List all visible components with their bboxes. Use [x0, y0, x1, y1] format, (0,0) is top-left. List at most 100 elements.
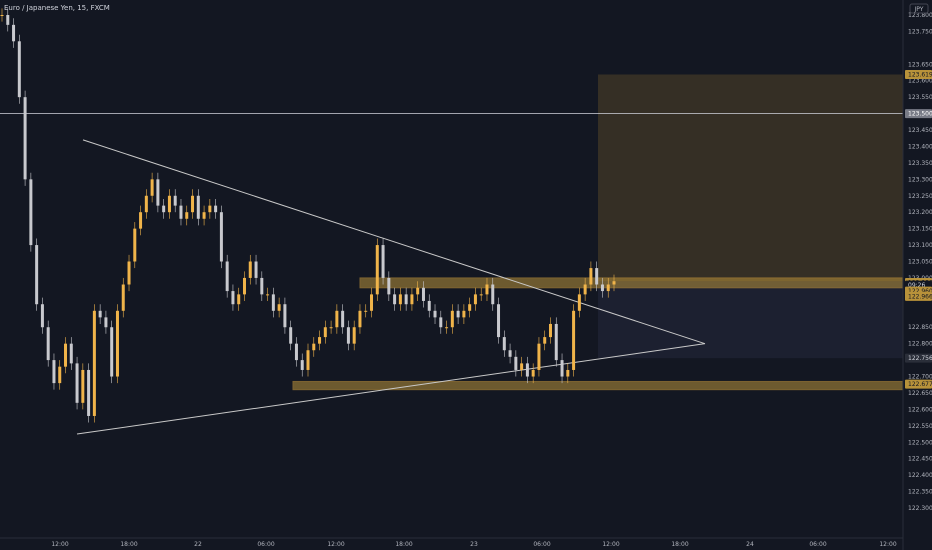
candle-body [370, 294, 374, 311]
y-tick-label: 123.100 [908, 242, 932, 249]
candle-body [329, 327, 333, 329]
x-tick-label: 12:00 [879, 541, 896, 548]
candle-body [531, 369, 535, 377]
candle-body [300, 360, 304, 370]
candle-body [398, 294, 402, 305]
currency-badge-label: JPY [914, 6, 924, 13]
y-tick-label: 122.450 [908, 456, 932, 463]
y-tick-label: 123.400 [908, 143, 932, 150]
candle-body [387, 277, 391, 295]
y-tick-label: 123.150 [908, 226, 932, 233]
candle-body [473, 294, 477, 305]
price-label-text: 122.966 [908, 293, 932, 300]
candle-body [202, 212, 206, 219]
candle-body [306, 350, 310, 370]
y-tick-label: 122.400 [908, 472, 932, 479]
candle-body [277, 304, 281, 311]
candle-body [404, 294, 408, 305]
candle-body [242, 277, 246, 295]
candle-body [92, 310, 96, 416]
candle-body [462, 310, 466, 318]
x-tick-label: 06:00 [257, 541, 274, 548]
candle-body [35, 245, 39, 305]
price-axis [903, 0, 932, 550]
target-box [598, 74, 903, 282]
candle-body [548, 323, 552, 338]
candle-body [185, 212, 189, 219]
candle-body [600, 284, 604, 292]
x-tick-label: 12:00 [51, 541, 68, 548]
candle-body [358, 310, 362, 328]
candle-body [566, 369, 570, 377]
y-tick-label: 123.550 [908, 94, 932, 101]
candle-body [0, 15, 4, 16]
candle-body [144, 195, 148, 213]
candle-body [283, 304, 287, 328]
price-label-badge [905, 379, 932, 389]
y-tick-label: 123.800 [908, 12, 932, 19]
candle-body [254, 261, 258, 278]
candle-body [479, 294, 483, 296]
candle-body [121, 284, 125, 311]
lower-trendline [76, 343, 706, 435]
stop-box [598, 281, 903, 359]
candle-body [393, 294, 397, 305]
candle-body [87, 369, 91, 416]
y-tick-label: 123.200 [908, 209, 932, 216]
price-label-text: 123.619 [908, 71, 932, 78]
candle-body [115, 310, 119, 377]
candle-body [191, 195, 195, 213]
y-tick-label: 122.550 [908, 423, 932, 430]
candle-body [196, 195, 200, 219]
y-tick-label: 123.250 [908, 193, 932, 200]
candle-body [294, 343, 298, 361]
candle-body [289, 327, 293, 344]
y-tick-label: 123.650 [908, 61, 932, 68]
price-label-text: 122.756 [908, 355, 932, 362]
y-tick-label: 123.750 [908, 28, 932, 35]
candle-body [173, 195, 177, 206]
x-tick-label: 18:00 [671, 541, 688, 548]
candle-body [341, 310, 345, 328]
candle-body [421, 287, 425, 301]
candle-body [335, 310, 339, 328]
candle-body [98, 310, 102, 318]
x-tick-label: 06:00 [533, 541, 550, 548]
price-label-text: 122.677 [908, 381, 932, 388]
candle-body [577, 294, 581, 311]
y-tick-label: 122.300 [908, 505, 932, 512]
candle-body [450, 310, 454, 328]
candle-body [17, 41, 21, 98]
candle-body [514, 356, 518, 370]
candle-body [312, 343, 316, 351]
price-label-text: 122.960 [908, 288, 932, 295]
candle-body [139, 212, 143, 229]
candle-body [375, 245, 379, 295]
x-tick-label: 06:00 [809, 541, 826, 548]
candle-body [346, 327, 350, 344]
y-tick-label: 122.650 [908, 390, 932, 397]
candle-body [23, 97, 27, 180]
y-tick-label: 123.300 [908, 176, 932, 183]
x-tick-label: 22 [194, 541, 202, 548]
candle-body [410, 294, 414, 305]
price-label-badge [905, 109, 932, 119]
candle-body [271, 294, 275, 311]
y-tick-label: 123.600 [908, 78, 932, 85]
candle-body [572, 310, 576, 370]
candle-body [560, 360, 564, 377]
candle-body [64, 343, 68, 367]
candle-body [583, 284, 587, 295]
candle-body [6, 15, 10, 25]
candle-body [554, 323, 558, 361]
candle-body [595, 268, 599, 285]
candle-body [266, 294, 270, 296]
candle-body [433, 310, 437, 318]
y-tick-label: 123.350 [908, 160, 932, 167]
candle-body [12, 24, 16, 42]
candle-body [104, 317, 108, 328]
candle-body [445, 327, 449, 329]
candle-body [323, 327, 327, 338]
candle-body [231, 291, 235, 305]
